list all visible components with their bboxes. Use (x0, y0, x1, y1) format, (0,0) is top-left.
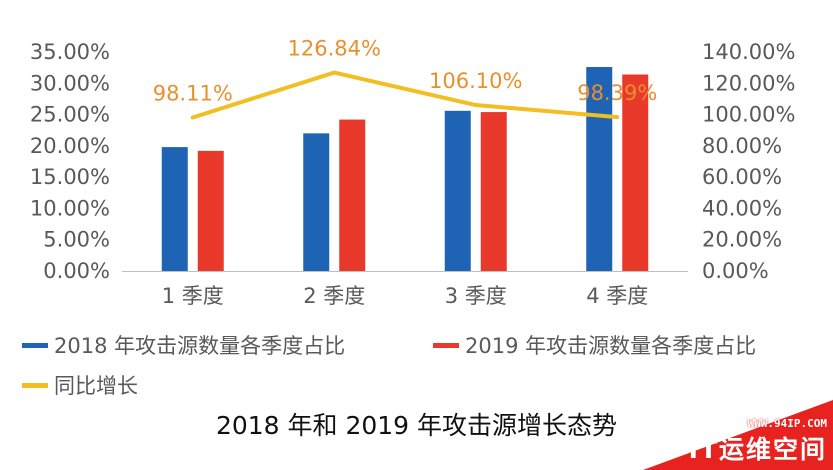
yoy-data-label: 98.11% (153, 82, 233, 106)
y-right-tick-label: 120.00% (702, 71, 795, 95)
y-right-tick-label: 80.00% (702, 134, 782, 158)
yoy-growth-line (192, 70, 618, 120)
y-right-tick-label: 140.00% (702, 40, 795, 64)
bar-2019 (339, 119, 366, 271)
y-right-tick-label: 60.00% (702, 165, 782, 189)
watermark-triangle (643, 400, 833, 470)
y-right-tick-label: 100.00% (702, 103, 795, 127)
bar-2018 (303, 133, 330, 271)
y-right-tick-label: 0.00% (702, 259, 769, 283)
bar-2018 (586, 67, 613, 271)
x-tick-label: 4 季度 (586, 284, 648, 308)
x-tick-label: 1 季度 (162, 284, 224, 308)
yoy-data-label: 126.84% (288, 37, 381, 61)
y-left-tick-label: 25.00% (30, 103, 110, 127)
bar-2019 (480, 112, 507, 271)
y-right-tick-label: 20.00% (702, 228, 782, 252)
y-left-tick-label: 20.00% (30, 134, 110, 158)
legend-swatch-2018 (22, 342, 48, 348)
watermark-url: WWW.94IP.COM (747, 417, 827, 430)
legend-label-2018: 2018 年攻击源数量各季度占比 (54, 334, 346, 358)
legend-label-yoy: 同比增长 (54, 374, 138, 398)
legend-yoy: 同比增长 (22, 370, 138, 400)
bar-2018 (444, 110, 471, 272)
legend-swatch-yoy (22, 382, 48, 388)
legend-2019: 2019 年攻击源数量各季度占比 (433, 330, 756, 360)
x-tick-label: 3 季度 (445, 284, 507, 308)
y-left-tick-label: 5.00% (43, 228, 110, 252)
y-left-tick-label: 0.00% (43, 259, 110, 283)
bar-2019 (197, 150, 224, 271)
yoy-growth-point (190, 115, 195, 120)
watermark-name: IT运维空间 (688, 435, 827, 464)
watermark: WWW.94IP.COM IT运维空间 (623, 390, 833, 470)
y-left-tick-label: 15.00% (30, 165, 110, 189)
y-left-tick-label: 10.00% (30, 196, 110, 220)
yoy-growth-point (332, 70, 337, 75)
yoy-data-label: 98.39% (577, 81, 657, 105)
x-tick-label: 2 季度 (303, 284, 365, 308)
chart: 0.00% 5.00% 10.00% 15.00% 20.00% 25.00% 30.00%… (30, 37, 796, 308)
yoy-data-label: 106.10% (429, 69, 522, 93)
bar-2019 (622, 74, 649, 271)
y-left-tick-label: 35.00% (30, 40, 110, 64)
y-right-tick-label: 40.00% (702, 196, 782, 220)
legend-swatch-2019 (433, 342, 459, 348)
legend-label-2019: 2019 年攻击源数量各季度占比 (465, 334, 757, 358)
yoy-growth-point (615, 115, 620, 120)
legend-2018: 2018 年攻击源数量各季度占比 (22, 330, 345, 360)
yoy-growth-point (473, 103, 478, 108)
chart-title: 2018 年和 2019 年攻击源增长态势 (215, 411, 618, 440)
bar-2018 (161, 147, 188, 271)
y-left-tick-label: 30.00% (30, 71, 110, 95)
